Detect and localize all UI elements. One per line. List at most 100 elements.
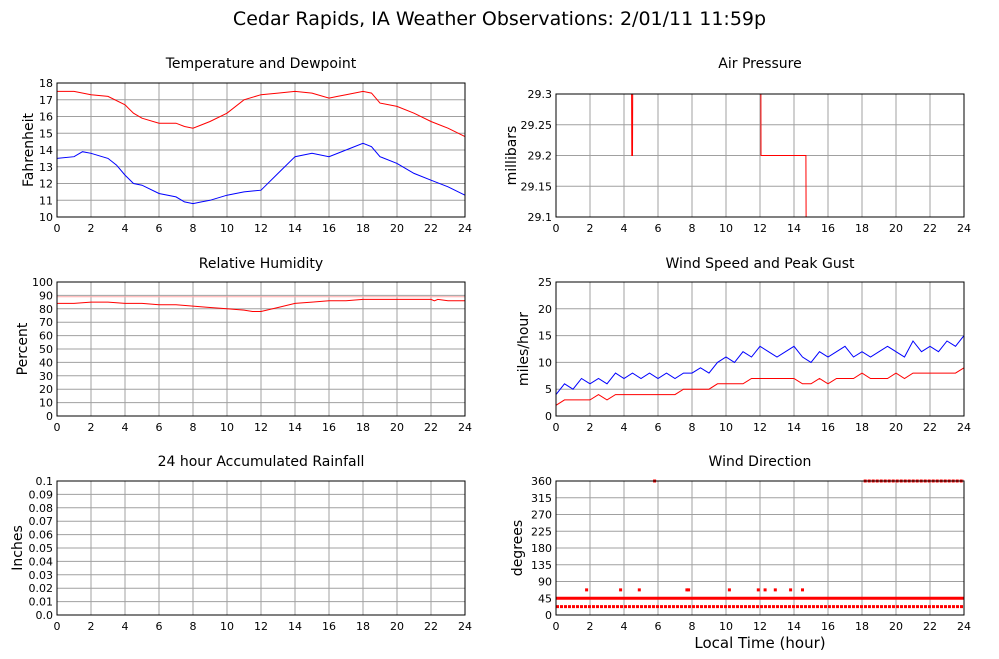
temp-y-axis-label: Fahrenheit [21, 112, 37, 187]
temp-ytick-label: 13 [39, 161, 53, 174]
direction-point [637, 588, 641, 592]
direction-xtick-label: 16 [821, 620, 835, 633]
direction-xtick-label: 10 [719, 620, 733, 633]
humidity-xtick-label: 4 [122, 421, 129, 434]
direction-xtick-label: 12 [753, 620, 767, 633]
wind-title: Wind Speed and Peak Gust [666, 256, 855, 272]
pressure-ytick-label: 29.3 [528, 88, 553, 101]
wind-ytick-label: 10 [538, 356, 552, 369]
wind-ytick-label: 5 [545, 383, 552, 396]
pressure-ytick-label: 29.2 [528, 150, 553, 163]
humidity-xtick-label: 14 [288, 421, 302, 434]
wind-xtick-label: 6 [655, 421, 662, 434]
humidity-title: Relative Humidity [199, 256, 323, 272]
temp-ytick-label: 18 [39, 77, 53, 90]
direction-ytick-label: 135 [531, 559, 552, 572]
rain-ytick-label: 0.04 [29, 555, 54, 568]
rain-ytick-label: 0.05 [29, 542, 54, 555]
pressure-xtick-label: 6 [655, 222, 662, 235]
rain-xtick-label: 22 [424, 620, 438, 633]
humidity-xtick-label: 20 [390, 421, 404, 434]
humidity-ytick-label: 10 [39, 397, 53, 410]
direction-ytick-label: 360 [531, 475, 552, 488]
wind-xtick-label: 10 [719, 421, 733, 434]
main-title: Cedar Rapids, IA Weather Observations: 2… [232, 8, 767, 30]
humidity-y-axis-label: Percent [15, 322, 31, 375]
temp-title: Temperature and Dewpoint [165, 56, 357, 72]
temp-xtick-label: 18 [356, 222, 370, 235]
pressure-xtick-label: 2 [587, 222, 594, 235]
rain-ytick-label: 0.1 [36, 475, 54, 488]
rain-xtick-label: 2 [88, 620, 95, 633]
rain-ytick-label: 0.08 [29, 502, 54, 515]
rain-xtick-label: 12 [254, 620, 268, 633]
humidity-xtick-label: 0 [54, 421, 61, 434]
wind-ytick-label: 0 [545, 410, 552, 423]
wind-xtick-label: 18 [855, 421, 869, 434]
pressure-xtick-label: 24 [957, 222, 971, 235]
wind-xtick-label: 8 [689, 421, 696, 434]
humidity-xtick-label: 12 [254, 421, 268, 434]
temp-xtick-label: 8 [190, 222, 197, 235]
rain-ytick-label: 0.09 [29, 488, 54, 501]
wind-xtick-label: 22 [923, 421, 937, 434]
pressure-xtick-label: 10 [719, 222, 733, 235]
pressure-frame [555, 93, 965, 218]
pressure-xtick-label: 16 [821, 222, 835, 235]
temp-ytick-label: 12 [39, 178, 53, 191]
rain-y-axis-label: Inches [10, 525, 26, 570]
temp-xtick-label: 10 [220, 222, 234, 235]
direction-frame [555, 480, 965, 616]
pressure-ytick-label: 29.15 [521, 180, 553, 193]
direction-point [619, 588, 623, 592]
humidity-ytick-label: 80 [39, 303, 53, 316]
wind-y-axis-label: miles/hour [516, 312, 532, 386]
humidity-ytick-label: 0 [46, 410, 53, 423]
pressure-xtick-label: 8 [689, 222, 696, 235]
temp-ytick-label: 10 [39, 211, 53, 224]
pressure-xtick-label: 4 [621, 222, 628, 235]
pressure-title: Air Pressure [718, 56, 801, 72]
pressure-xtick-label: 22 [923, 222, 937, 235]
humidity-xtick-label: 10 [220, 421, 234, 434]
temp-series-1-line [56, 142, 466, 205]
temp-xtick-label: 16 [322, 222, 336, 235]
wind-ytick-label: 15 [538, 330, 552, 343]
pressure-xtick-label: 12 [753, 222, 767, 235]
direction-xtick-label: 2 [587, 620, 594, 633]
direction-point [685, 588, 689, 592]
direction-ytick-label: 225 [531, 525, 552, 538]
rain-xtick-label: 14 [288, 620, 302, 633]
direction-xtick-label: 4 [621, 620, 628, 633]
bottom-x-axis-label: Local Time (hour) [694, 634, 826, 652]
direction-xtick-label: 24 [957, 620, 971, 633]
rain-xtick-label: 8 [190, 620, 197, 633]
rain-xtick-label: 16 [322, 620, 336, 633]
rain-ytick-label: 0.0 [36, 609, 54, 622]
temp-xtick-label: 4 [122, 222, 129, 235]
rain-xtick-label: 0 [54, 620, 61, 633]
wind-xtick-label: 4 [621, 421, 628, 434]
direction-xtick-label: 0 [553, 620, 560, 633]
humidity-ytick-label: 30 [39, 370, 53, 383]
wind-frame [555, 281, 965, 417]
rain-xtick-label: 24 [458, 620, 472, 633]
direction-xtick-label: 20 [889, 620, 903, 633]
direction-xtick-label: 22 [923, 620, 937, 633]
direction-ytick-label: 45 [538, 592, 552, 605]
pressure-xtick-label: 20 [889, 222, 903, 235]
wind-xtick-label: 20 [889, 421, 903, 434]
humidity-xtick-label: 18 [356, 421, 370, 434]
direction-point [763, 588, 767, 592]
direction-point [585, 588, 589, 592]
humidity-ytick-label: 90 [39, 289, 53, 302]
rain-ytick-label: 0.03 [29, 569, 54, 582]
direction-xtick-label: 14 [787, 620, 801, 633]
pressure-ytick-label: 29.1 [528, 211, 553, 224]
direction-ytick-label: 180 [531, 542, 552, 555]
rain-title: 24 hour Accumulated Rainfall [158, 454, 365, 470]
rain-xtick-label: 20 [390, 620, 404, 633]
direction-ytick-label: 315 [531, 492, 552, 505]
pressure-y-axis-label: millibars [504, 126, 520, 186]
direction-xtick-label: 8 [689, 620, 696, 633]
